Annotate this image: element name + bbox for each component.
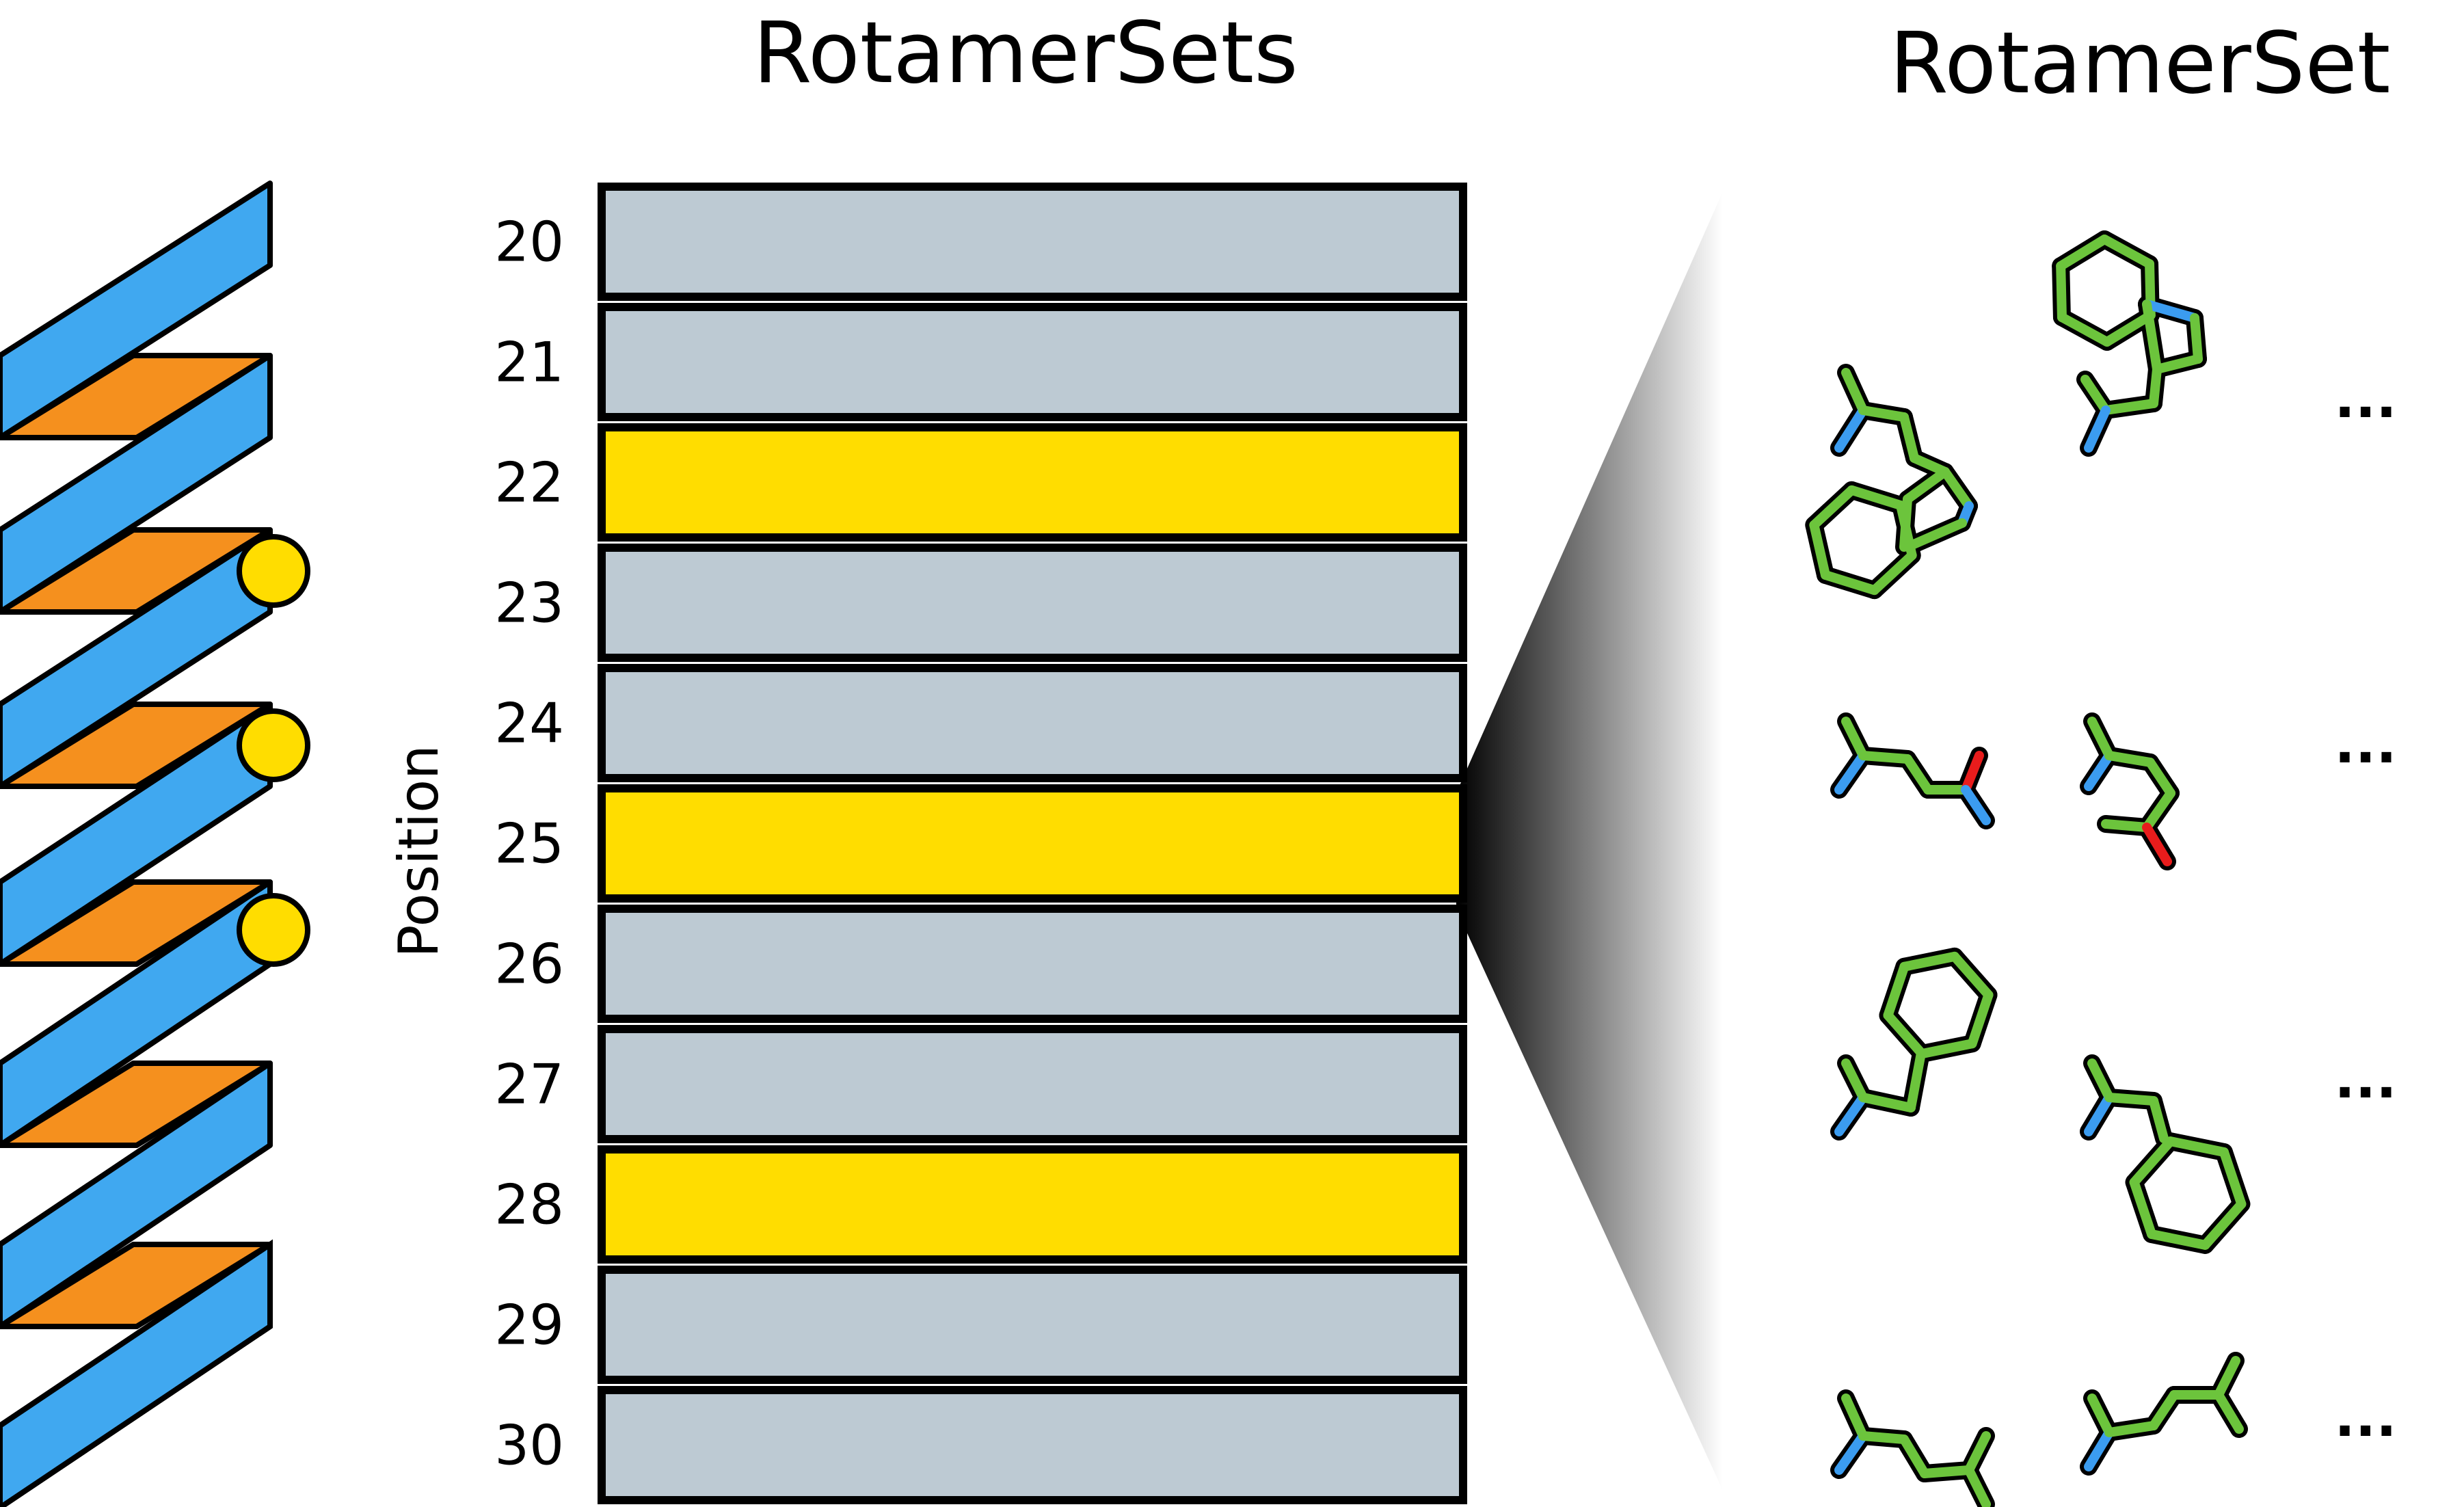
position-row-21 [598,303,1467,421]
position-row-24 [598,664,1467,782]
position-row-23 [598,544,1467,662]
position-label: 29 [494,1294,564,1357]
position-label: 30 [494,1414,564,1478]
position-label: 28 [494,1173,564,1237]
glutamine-rotamer [1830,712,1995,829]
position-label: 27 [494,1053,564,1117]
leucine-rotamer [1830,1389,1995,1507]
position-label: 24 [494,692,564,756]
leucine-rotamer [2080,1352,2248,1476]
position-row-28 [598,1145,1467,1264]
helix-ribbon [0,181,310,1507]
continuation-ellipsis: ... [2334,366,2396,430]
position-row-29 [598,1266,1467,1384]
rotamer-sets-table: 20 21 22 23 24 25 26 27 28 29 30 [494,183,1467,1504]
position-label: 25 [494,812,564,876]
position-label: 23 [494,572,564,635]
helix-front-strand [0,1061,273,1329]
continuation-ellipsis: ... [2334,1047,2396,1110]
position-row-27 [598,1025,1467,1143]
position-label: 20 [494,211,564,274]
designable-residue-marker [237,893,310,967]
position-label: 22 [494,451,564,515]
rotamer-sets-title: RotamerSets [753,4,1298,103]
continuation-ellipsis: ... [2334,712,2396,775]
position-label: 26 [494,933,564,996]
helix-front-strand [0,353,273,615]
helix-front-strand [0,181,273,440]
tryptophan-rotamer [1805,364,1978,600]
glutamine-rotamer [2080,712,2180,870]
rotamer-set-molecules [1805,230,2251,1507]
tryptophan-rotamer [2052,230,2207,457]
position-label: 21 [494,331,564,395]
zoom-fan [1456,191,1723,1491]
position-row-30 [598,1386,1467,1504]
position-row-22 [598,423,1467,542]
helix-front-strand [0,527,273,789]
position-row-25 [598,784,1467,903]
position-axis-label: Position [387,745,451,957]
phenylalanine-rotamer [2080,1054,2251,1254]
position-row-20 [598,183,1467,301]
designable-residue-marker [237,708,310,782]
position-row-26 [598,905,1467,1023]
designable-residue-marker [237,534,310,608]
continuation-ellipsis: ... [2334,1385,2396,1449]
helix-front-strand [0,702,273,967]
helix-front-strand [0,1239,273,1507]
rotamer-set-title: RotamerSet [1890,14,2391,113]
phenylalanine-rotamer [1830,947,1998,1141]
